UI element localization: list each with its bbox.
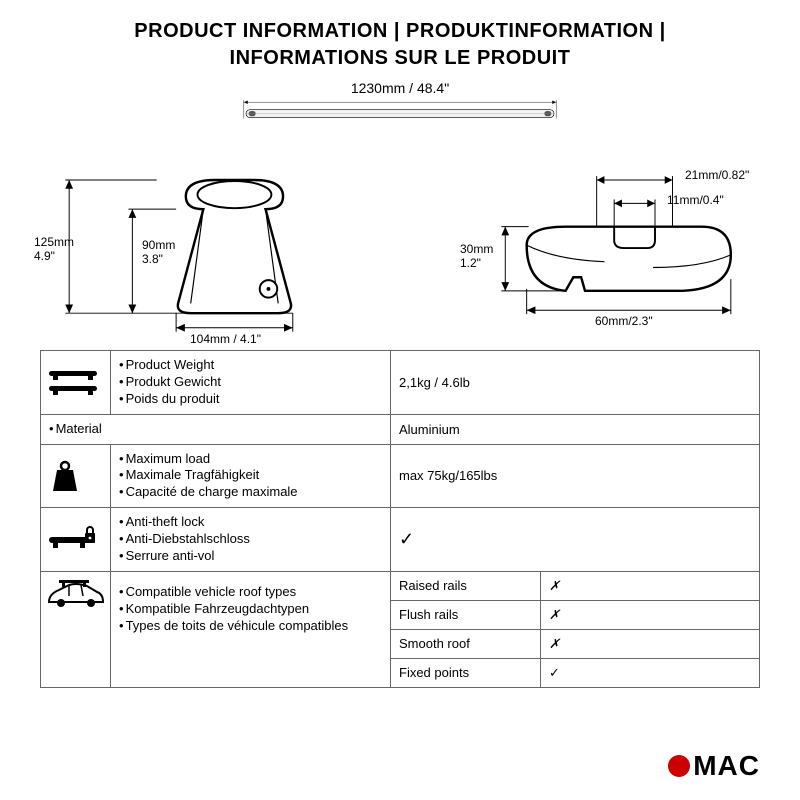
weight-icon <box>45 459 85 493</box>
brand-text: MAC <box>693 750 760 782</box>
load-label-fr: Capacité de charge maximale <box>119 484 382 501</box>
roof-item-0-name: Raised rails <box>391 571 541 600</box>
load-value: max 75kg/165lbs <box>391 444 760 508</box>
crossbar-dimension-block: 1230mm / 48.4" <box>40 80 760 150</box>
crossbar-pair-icon <box>45 365 101 399</box>
lock-icon <box>45 523 101 557</box>
roof-item-2-val: ✗ <box>541 629 760 658</box>
brand-logo: MAC <box>668 750 760 782</box>
title-line1: PRODUCT INFORMATION | PRODUKTINFORMATION… <box>40 20 760 43</box>
row-weight: Product Weight Produkt Gewicht Poids du … <box>41 351 760 415</box>
row-roof-0: Compatible vehicle roof types Kompatible… <box>41 571 760 600</box>
roof-label-de: Kompatible Fahrzeugdachtypen <box>119 601 382 618</box>
roof-item-2-name: Smooth roof <box>391 629 541 658</box>
mount-height-outer-mm: 125mm <box>34 235 74 249</box>
roof-item-3-val: ✓ <box>541 658 760 687</box>
profile-diagram: 21mm/0.82" 11mm/0.4" 30mm 1.2" 60mm/2.3" <box>410 160 760 340</box>
profile-height-in: 1.2" <box>460 256 493 270</box>
profile-top-narrow: 11mm/0.4" <box>667 193 724 207</box>
roof-item-1-val: ✗ <box>541 600 760 629</box>
roof-item-3-name: Fixed points <box>391 658 541 687</box>
weight-label-en: Product Weight <box>119 357 382 374</box>
row-load: Maximum load Maximale Tragfähigkeit Capa… <box>41 444 760 508</box>
weight-label-fr: Poids du produit <box>119 391 382 408</box>
material-label: Material <box>49 421 382 438</box>
profile-width: 60mm/2.3" <box>595 314 653 328</box>
load-label-de: Maximale Tragfähigkeit <box>119 467 382 484</box>
lock-label-en: Anti-theft lock <box>119 514 382 531</box>
mount-height-inner-mm: 90mm <box>142 238 175 252</box>
roof-item-0-val: ✗ <box>541 571 760 600</box>
lock-label-fr: Serrure anti-vol <box>119 548 382 565</box>
mount-height-inner-in: 3.8" <box>142 252 175 266</box>
load-label-en: Maximum load <box>119 451 382 468</box>
material-value: Aluminium <box>391 414 760 444</box>
car-icon <box>45 576 105 610</box>
spec-table: Product Weight Produkt Gewicht Poids du … <box>40 350 760 688</box>
brand-dot-icon <box>668 755 690 777</box>
lock-label-de: Anti-Diebstahlschloss <box>119 531 382 548</box>
crossbar-length-label: 1230mm / 48.4" <box>40 80 760 96</box>
weight-value: 2,1kg / 4.6lb <box>391 351 760 415</box>
dimension-diagrams: 125mm 4.9" 90mm 3.8" 104mm / 4.1" <box>40 160 760 340</box>
title-line2: INFORMATIONS SUR LE PRODUIT <box>40 47 760 70</box>
crossbar-diagram <box>40 100 760 122</box>
roof-label-fr: Types de toits de véhicule compatibles <box>119 618 382 635</box>
mount-width: 104mm / 4.1" <box>190 332 261 346</box>
row-lock: Anti-theft lock Anti-Diebstahlschloss Se… <box>41 508 760 572</box>
lock-value: ✓ <box>391 508 760 572</box>
row-material: Material Aluminium <box>41 414 760 444</box>
roof-label-en: Compatible vehicle roof types <box>119 584 382 601</box>
roof-item-1-name: Flush rails <box>391 600 541 629</box>
profile-height-mm: 30mm <box>460 242 493 256</box>
mount-height-outer-in: 4.9" <box>34 249 74 263</box>
profile-top-wide: 21mm/0.82" <box>685 168 749 182</box>
weight-label-de: Produkt Gewicht <box>119 374 382 391</box>
mount-foot-diagram: 125mm 4.9" 90mm 3.8" 104mm / 4.1" <box>40 160 390 340</box>
